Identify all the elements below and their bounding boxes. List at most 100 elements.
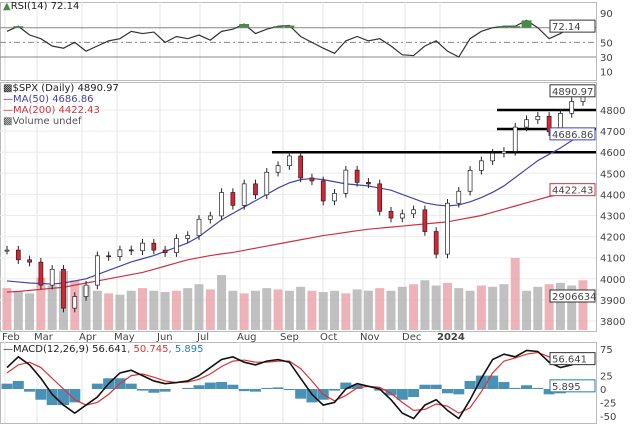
price-last-tag-box: [549, 84, 596, 98]
x-tick-label: Apr: [79, 332, 97, 343]
volume-bar: [533, 286, 543, 330]
volume-bar: [81, 285, 91, 330]
volume-bar: [25, 293, 35, 330]
candle-body: [72, 296, 78, 309]
rsi-tick-label: 30: [600, 53, 613, 64]
candle-body: [4, 249, 10, 252]
macd-histogram-bar: [69, 389, 81, 403]
volume-bar: [420, 280, 430, 330]
macd-histogram-bar: [396, 389, 408, 400]
macd-histogram-bar: [498, 382, 510, 389]
rsi-overbought-fill: [521, 20, 532, 28]
macd-histogram-bar: [306, 389, 318, 403]
volume-bar: [250, 290, 260, 330]
macd-histogram-bar: [543, 389, 555, 395]
candle-body: [377, 183, 383, 212]
candle-body: [287, 155, 292, 167]
macd-tick-label: 25: [600, 372, 613, 383]
candle-body: [320, 180, 326, 202]
ma50-line: [6, 133, 584, 285]
macd-histogram-bar: [419, 384, 431, 389]
ma200-last-tag-box: [549, 183, 596, 197]
volume-bar: [183, 288, 193, 330]
macd-line: [6, 349, 584, 420]
macd-histogram-bar: [159, 389, 171, 392]
candle-body: [411, 209, 416, 215]
macd-histogram-bar: [272, 387, 284, 389]
candle-body: [128, 249, 134, 252]
price-tick-label: 4300: [600, 212, 625, 223]
volume-bar: [510, 258, 520, 330]
rsi-title: RSI(14): [10, 1, 48, 12]
macd-histogram-bar: [137, 389, 149, 391]
x-tick-label: Oct: [320, 332, 337, 343]
candle-body: [241, 183, 247, 206]
ma50-value: 4686.86: [52, 94, 94, 105]
volume-bar: [341, 293, 351, 330]
macd-histogram-bar: [238, 389, 250, 392]
price-tick-label: 4000: [600, 275, 625, 286]
macd-histogram-bar: [227, 384, 239, 389]
candle-body: [433, 231, 439, 255]
x-tick-label: May: [114, 332, 135, 343]
volume-bar: [386, 290, 396, 330]
macd-histogram-bar: [283, 389, 295, 391]
macd-histogram-bar: [475, 375, 487, 389]
volume-icon: ▩: [3, 116, 13, 127]
candle-body: [512, 126, 518, 152]
x-tick-label: Feb: [2, 332, 20, 343]
candle-body: [38, 261, 44, 286]
ma50-label: MA(50): [13, 94, 49, 105]
volume-bar: [431, 285, 441, 330]
price-tick-label: 4400: [600, 190, 625, 201]
volume-bar: [567, 285, 577, 330]
price-tick-label: 4600: [600, 148, 625, 159]
volume-bar: [149, 290, 159, 330]
macd-histogram-bar: [1, 383, 13, 389]
candle-body: [219, 192, 224, 217]
price-tick-label: 4700: [600, 127, 625, 138]
macd-histogram-bar: [57, 389, 69, 406]
volume-bar: [522, 290, 532, 330]
candle-body: [298, 155, 303, 179]
volume-bar: [465, 290, 475, 330]
macd-histogram-bar: [46, 389, 58, 406]
ma200-label: MA(200): [13, 105, 56, 116]
candle-body: [207, 215, 213, 220]
volume-bar: [296, 286, 306, 330]
candle-body: [140, 242, 145, 252]
rsi-overbought-fill: [284, 25, 295, 28]
candle-body: [399, 213, 405, 219]
volume-bar: [555, 282, 565, 330]
macd-histogram-bar: [249, 389, 261, 392]
volume-bar: [318, 292, 328, 330]
rsi-overbought-fill: [510, 26, 521, 28]
volume-bar: [239, 293, 249, 330]
rsi-tick-label: 10: [600, 68, 613, 79]
macd-histogram-bar: [12, 380, 24, 389]
volume-bar: [217, 275, 227, 330]
volume-bar: [363, 290, 373, 330]
x-tick-label: Mar: [34, 332, 54, 343]
macd-histogram-bar: [261, 387, 273, 389]
x-tick-label: Jun: [156, 332, 173, 343]
rsi-last-tag-box: [549, 19, 596, 33]
macd-tick-label: -50: [600, 412, 616, 423]
price-tick-label: 4200: [600, 233, 625, 244]
rsi-value: 72.14: [50, 1, 80, 12]
volume-bar: [126, 290, 136, 330]
price-tick-label: 4800: [600, 106, 625, 117]
macd-legend: —MACD(12,26,9) 56.641, 50.745, 5.895: [3, 344, 204, 355]
candle-body: [253, 183, 258, 196]
x-tick-label: Dec: [402, 332, 421, 343]
volume-bar: [36, 277, 46, 330]
volume-bar: [476, 285, 486, 330]
macd-histogram-bar: [441, 389, 453, 394]
macd-histogram-bar: [532, 387, 544, 389]
volume-bar: [2, 288, 12, 330]
candle-body: [106, 255, 111, 258]
candle-body: [117, 249, 123, 257]
x-tick-label: Aug: [237, 332, 257, 343]
candle-body: [490, 152, 495, 162]
